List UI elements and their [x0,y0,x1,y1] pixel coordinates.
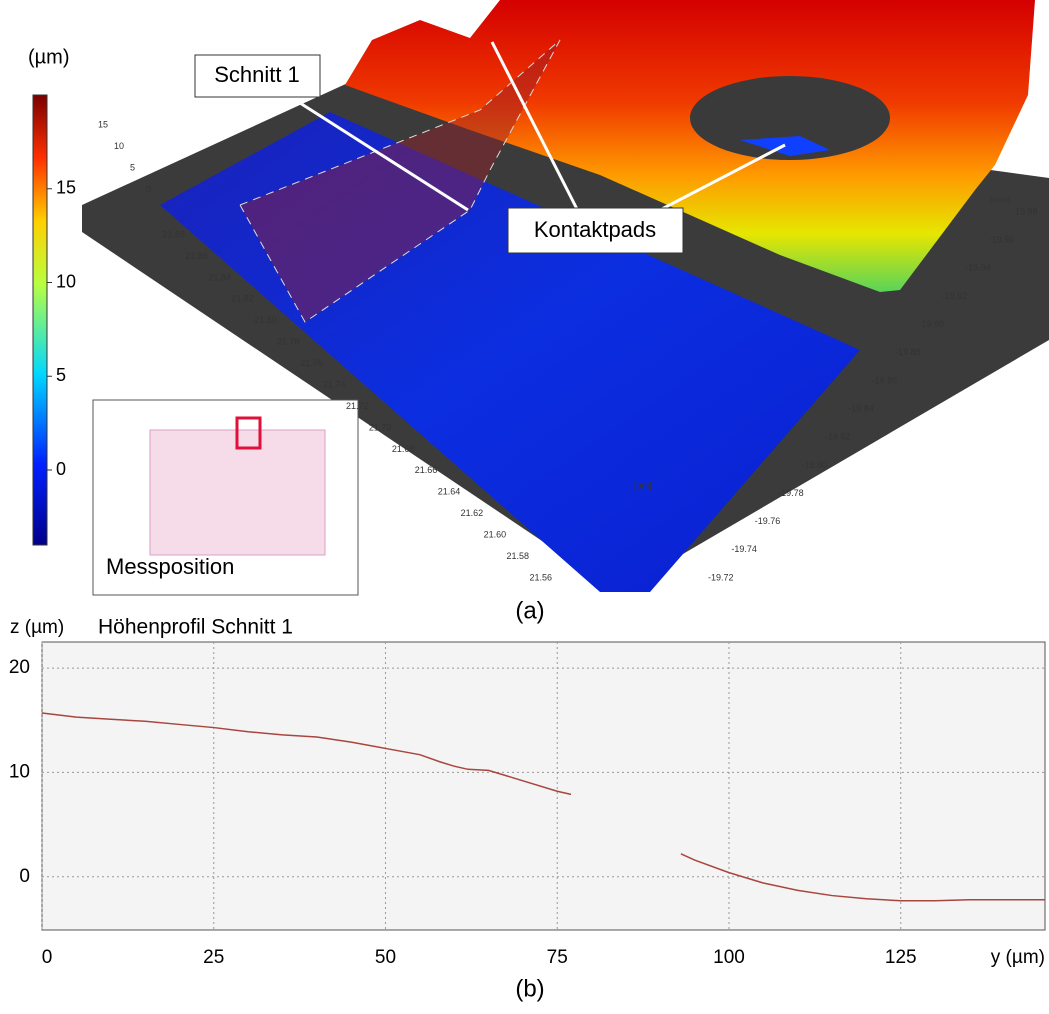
y-tick-label: 20 [9,657,30,678]
axis-3d-label: -19.76 [755,516,781,526]
axis-3d-label: 21.66 [415,465,438,475]
axis-3d-label: 21.70 [369,422,392,432]
x-tick-label: 125 [885,947,917,968]
axis-3d-label: 21.76 [300,358,323,368]
axis-3d-label: -19.80 [802,460,828,470]
axis-3d-label: -19.78 [778,488,804,498]
axis-3d-label: 0 [146,184,151,194]
y-tick-label: 0 [19,866,30,887]
colorbar-tick-label: 10 [56,271,76,291]
axis-3d-label: 21.62 [461,508,484,518]
pad-surface [345,0,1035,292]
annotation: Kontaktpads [534,217,656,242]
caption: (a) [515,597,544,624]
colorbar [32,94,48,546]
colorbar-tick-label: 0 [56,459,66,479]
axis-3d-label: -19.90 [918,319,944,329]
x-tick-label: 25 [203,947,224,968]
axis-3d-label: 21.74 [323,379,346,389]
x-axis-label: y (µm) [991,947,1045,968]
x-tick-label: 0 [42,947,53,968]
axis-3d-label: -19.98 [1012,206,1038,216]
axis-3d-label: 21.56 [529,572,552,582]
y-axis-label: z (µm) [10,617,64,638]
axis-3d-label: -19.92 [942,291,968,301]
axis-3d-label: 21.80 [254,315,277,325]
arrow [299,101,469,212]
annotation: Schnitt 1 [214,62,300,87]
axis-3d-label: 21.72 [346,401,369,411]
axis-3d-label: 21.86 [185,251,208,261]
x-tick-label: 100 [713,947,745,968]
unit-label: [mm] [990,194,1010,204]
axis-3d-label: -19.88 [895,347,921,357]
profile-line [41,712,1045,902]
y-tick-label: 10 [9,761,30,782]
label-box [507,207,684,254]
axis-3d-label: 21.64 [438,487,461,497]
colorbar-tick-label: 5 [56,365,66,385]
label-box [194,54,321,98]
axis-3d-label: 21.84 [208,272,231,282]
plot-area [41,641,1046,931]
inset-chip [149,429,326,556]
x-tick-label: 75 [547,947,568,968]
axis-3d-label: 21.78 [277,337,300,347]
axis-3d-label: -19.86 [872,375,898,385]
colorbar-label: (µm) [28,46,70,68]
axis-3d-label: -19.72 [708,572,734,582]
axis-3d-label: 15 [98,119,108,129]
inset-label: Messposition [106,554,234,579]
cut-plane [239,39,561,323]
axis-3d-label: -19.82 [825,432,851,442]
inset-marker [235,416,262,450]
axis-3d-label: -19.74 [731,544,757,554]
axis-3d-label: 21.58 [507,551,530,561]
x-tick-label: 50 [375,947,396,968]
axis-3d-label: 21.60 [484,530,507,540]
axis-3d-label: 21.82 [231,294,254,304]
arrow [490,41,582,216]
axis-3d-label: 21.68 [392,444,415,454]
axis-3d-label: -19.84 [848,403,874,413]
chart-title: Höhenprofil Schnitt 1 [98,616,293,639]
axis-3d-label: -19.94 [965,263,991,273]
pad-hole [690,76,890,160]
unit-label: [µm] [634,480,652,490]
caption: (b) [515,975,544,1002]
axis-3d-label: -19.96 [989,235,1015,245]
arrow [659,143,786,212]
axis-3d-label: 5 [130,163,135,173]
colorbar-tick-label: 15 [56,178,76,198]
blue-surface [160,112,860,592]
axis-3d-label: 10 [114,141,124,151]
axis-3d-label: 21.88 [162,229,185,239]
